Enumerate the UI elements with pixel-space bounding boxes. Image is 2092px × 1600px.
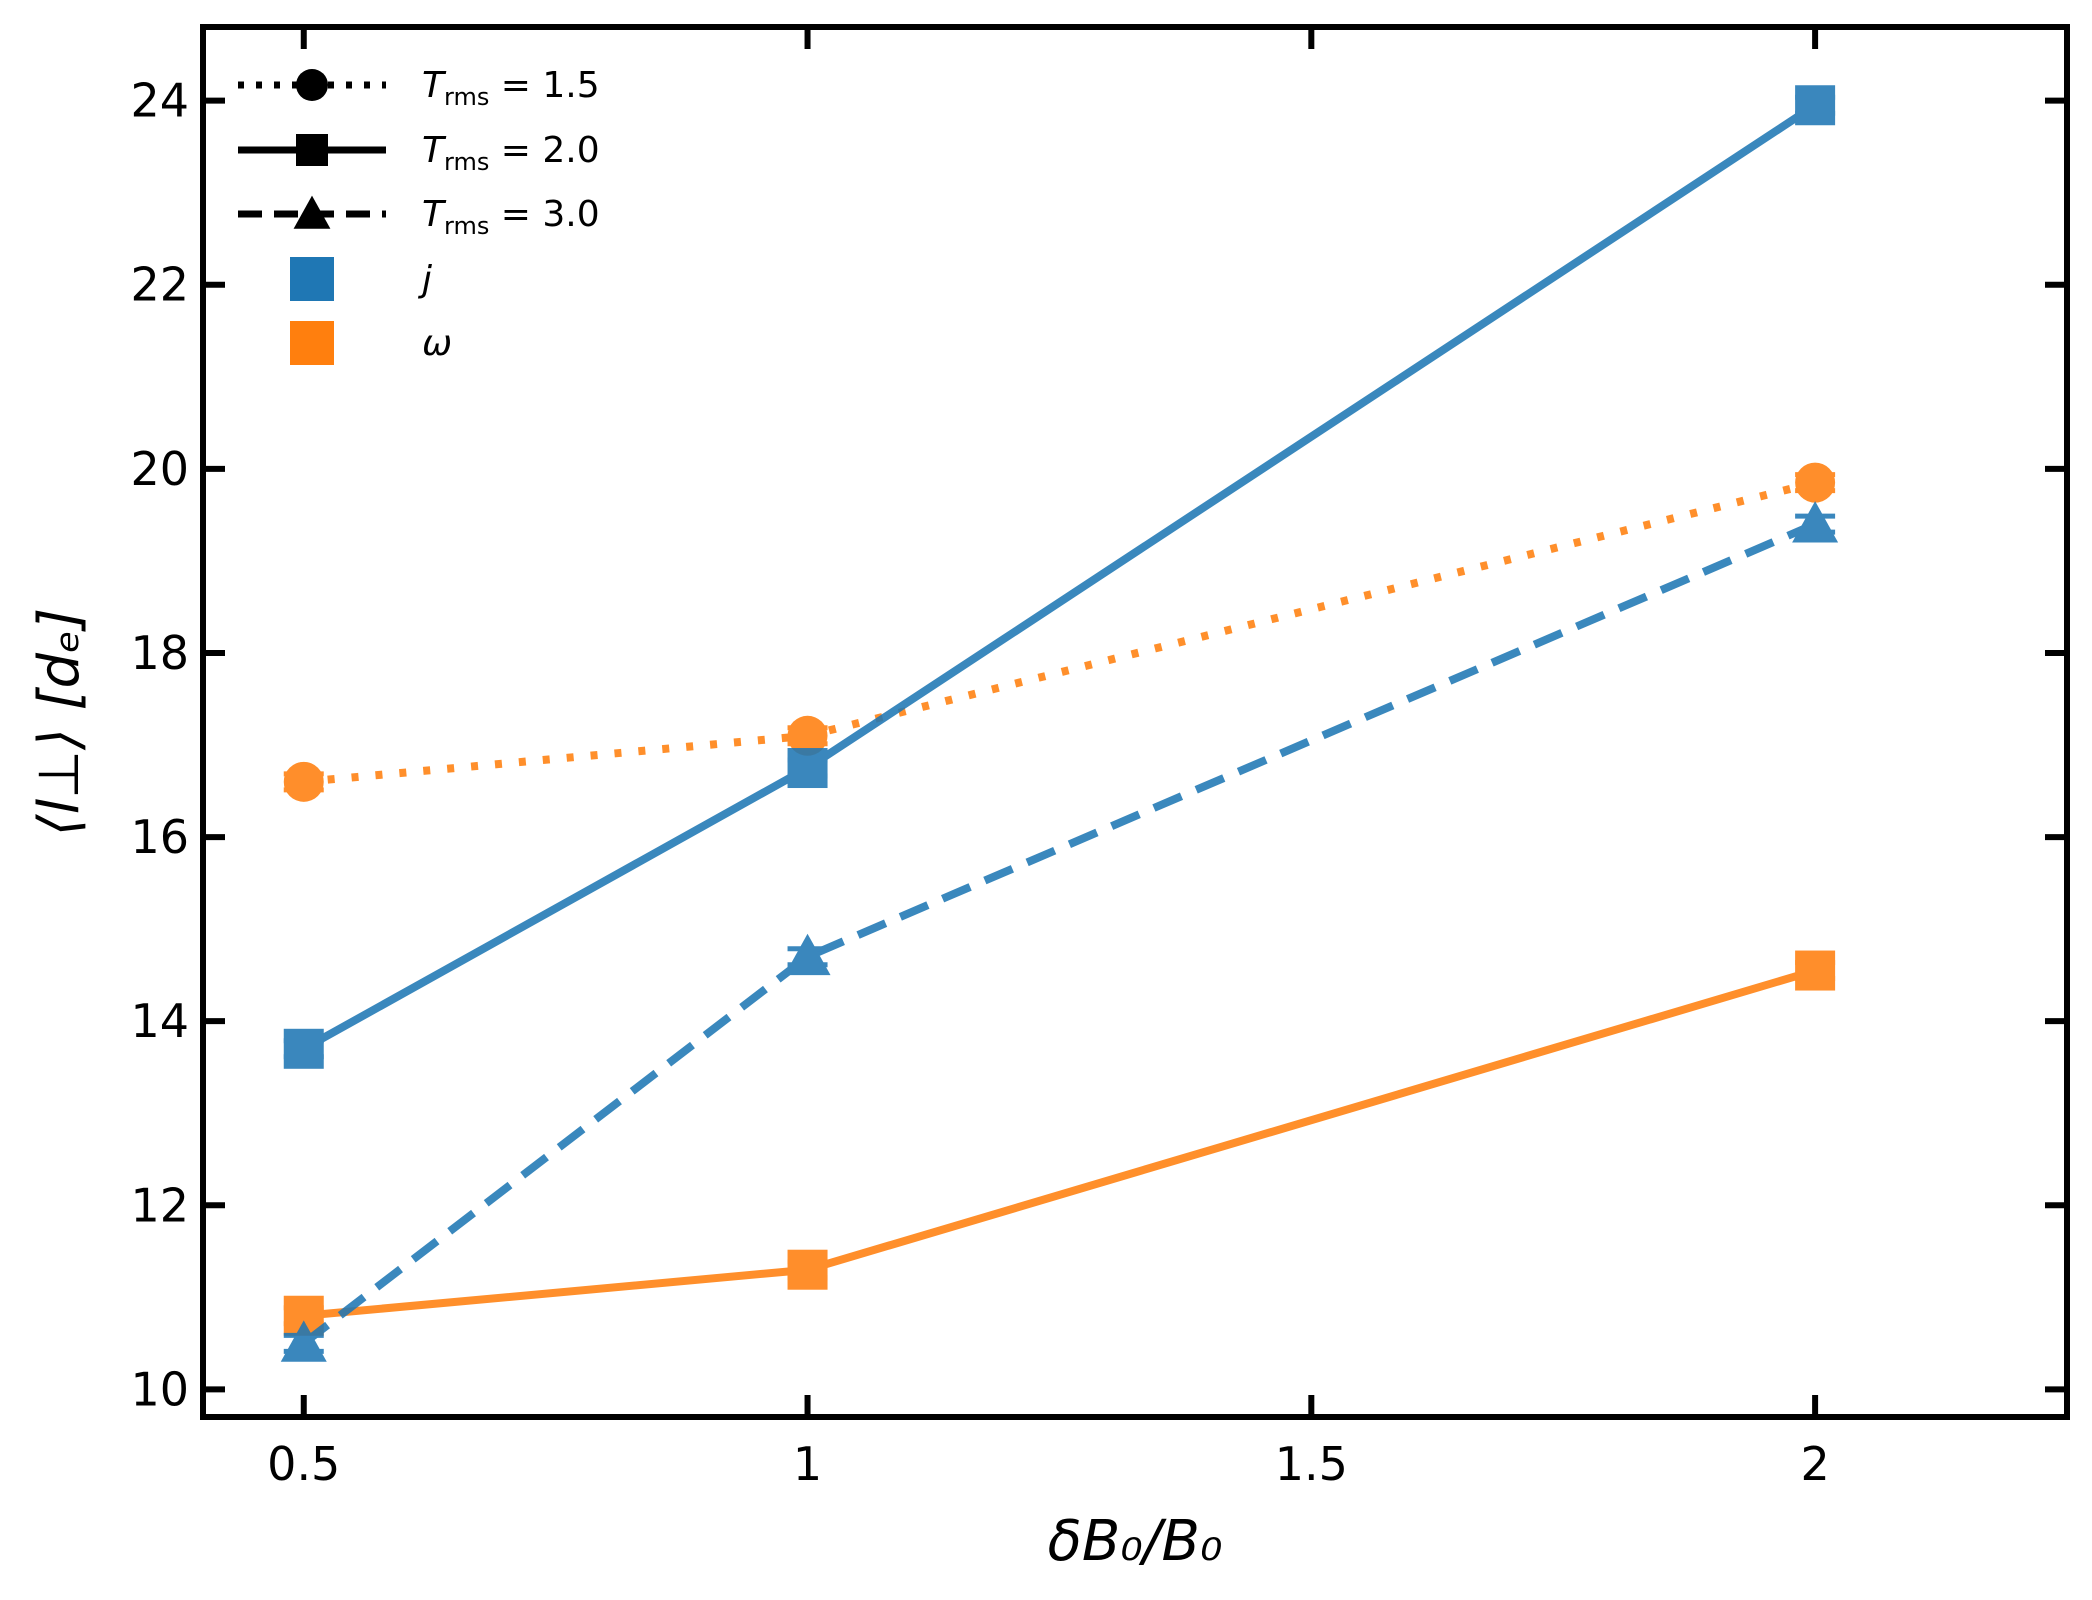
series-4 — [283, 950, 1836, 1336]
x-tick-label: 0.5 — [267, 1437, 340, 1491]
legend-marker — [296, 69, 328, 101]
y-tick-label: 16 — [130, 810, 189, 864]
legend-color-entry-1: j — [290, 257, 432, 301]
y-tick-label: 12 — [130, 1178, 189, 1232]
data-point — [784, 933, 831, 976]
data-point — [283, 761, 324, 802]
legend-entry-2: Trms = 2.0 — [238, 130, 600, 176]
y-axis-label: ⟨l⊥⟩ [dₑ] — [27, 608, 92, 836]
series-1 — [283, 85, 1836, 1069]
y-tick-label: 10 — [130, 1362, 189, 1416]
legend-marker — [296, 134, 328, 166]
legend-label: Trms = 3.0 — [422, 194, 600, 240]
legend-label: Trms = 2.0 — [422, 130, 600, 176]
series-2 — [280, 501, 1839, 1362]
data-point — [787, 715, 828, 756]
legend-entry-3: Trms = 3.0 — [238, 194, 600, 240]
legend-color-entry-2: ω — [290, 321, 452, 365]
legend-marker — [293, 195, 331, 229]
plot-frame — [200, 24, 2070, 1420]
y-tick-label: 14 — [130, 994, 189, 1048]
data-point — [787, 748, 828, 789]
x-tick-label: 1 — [793, 1437, 822, 1491]
legend-entry-1: Trms = 1.5 — [238, 65, 600, 111]
legend-swatch — [290, 257, 334, 301]
data-point — [1795, 462, 1836, 503]
y-tick-label: 20 — [130, 442, 189, 496]
legend-label: ω — [422, 323, 452, 364]
data-point — [787, 1249, 828, 1290]
data-point — [283, 1028, 324, 1069]
y-tick-label: 24 — [130, 74, 189, 128]
y-tick-label: 18 — [130, 626, 189, 680]
data-point — [280, 1320, 327, 1362]
x-axis-label: δB₀/B₀ — [1048, 1509, 1223, 1574]
data-point — [1795, 950, 1836, 991]
series-layer — [280, 85, 1839, 1362]
legend-label: Trms = 1.5 — [422, 65, 600, 111]
legend-swatch — [290, 321, 334, 365]
y-tick-label: 22 — [130, 258, 189, 312]
data-point — [1792, 501, 1839, 543]
series-3 — [283, 462, 1836, 802]
data-point — [1795, 85, 1836, 126]
x-tick-label: 2 — [1800, 1437, 1829, 1491]
legend: Trms = 1.5 Trms = 2.0 Trms = 3.0 jω — [238, 65, 600, 365]
x-tick-label: 1.5 — [1275, 1437, 1348, 1491]
series-line-2 — [301, 520, 1817, 1347]
axes-layer: 0.5 1 1.5 2 10 12 14 16 18 20 22 24 — [130, 24, 2070, 1491]
